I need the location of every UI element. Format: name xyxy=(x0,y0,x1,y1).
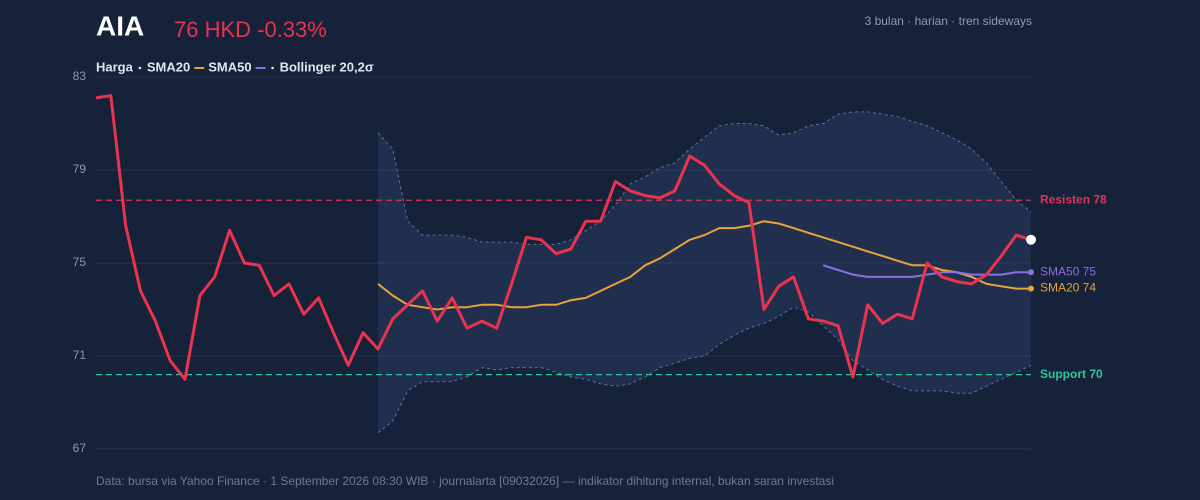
line-series xyxy=(95,94,1032,381)
y-tick-label: 75 xyxy=(73,255,87,269)
legend-label: Harga xyxy=(96,59,134,74)
last-price-dot xyxy=(1026,234,1036,245)
y-tick-label: 79 xyxy=(73,162,87,176)
line-series xyxy=(377,220,1031,311)
level-label: Resisten 78 xyxy=(1040,192,1107,206)
chart-title: AIA xyxy=(96,10,144,41)
end-dot xyxy=(1028,285,1034,292)
legend-separator xyxy=(271,66,274,70)
y-tick-label: 67 xyxy=(73,441,87,455)
legend-label: SMA50 xyxy=(208,59,251,74)
price-text: 76 HKD -0.33% xyxy=(174,17,327,42)
legend-label: SMA20 xyxy=(147,59,190,74)
level-label: Support 70 xyxy=(1040,367,1103,381)
end-dot xyxy=(1028,269,1034,276)
subtitle: 3 bulan · harian · tren sideways xyxy=(865,14,1032,28)
footer: Data: bursa via Yahoo Finance · 1 Septem… xyxy=(96,474,834,488)
legend: Harga SMA20 SMA50 Bollinger 20,2σ xyxy=(96,59,374,74)
line-series xyxy=(822,264,1031,278)
y-tick-label: 71 xyxy=(73,348,87,362)
end-label: SMA20 74 xyxy=(1040,281,1096,295)
legend-label: Bollinger 20,2σ xyxy=(280,59,374,74)
y-tick-label: 83 xyxy=(73,69,87,83)
bollinger-upper xyxy=(377,111,1032,245)
legend-separator xyxy=(138,66,142,70)
bollinger-area xyxy=(377,111,1031,433)
bollinger-lower xyxy=(377,306,1032,434)
end-label: SMA50 75 xyxy=(1040,264,1096,278)
